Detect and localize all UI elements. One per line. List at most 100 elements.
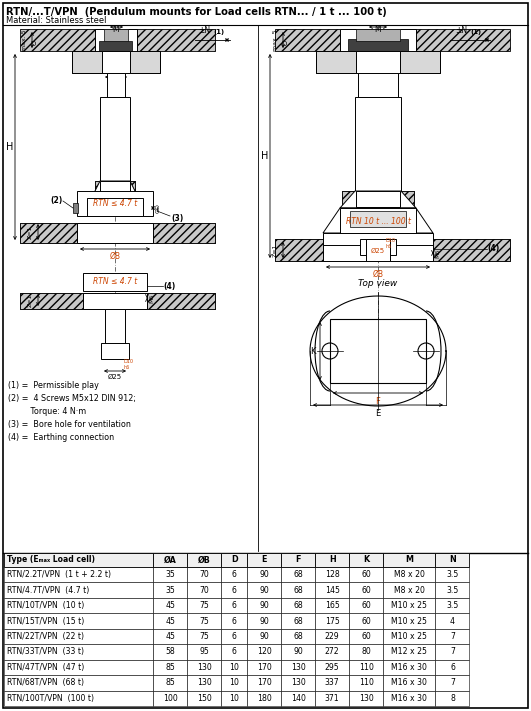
Bar [221, 660, 247, 675]
Bar [221, 629, 247, 644]
Bar [342, 191, 356, 207]
Bar [100, 181, 130, 195]
Text: ØA: ØA [372, 78, 383, 87]
Text: RTN/...T/VPN  (Pendulum mounts for Load cells RTN... / 1 t ... 100 t): RTN/...T/VPN (Pendulum mounts for Load c… [6, 7, 387, 17]
Bar [435, 582, 469, 598]
Bar [153, 553, 187, 567]
Bar [221, 675, 247, 690]
Text: 75: 75 [199, 601, 209, 610]
Bar [316, 51, 440, 73]
Text: N: N [449, 555, 456, 565]
Bar [281, 690, 315, 706]
Text: 6: 6 [232, 616, 236, 626]
Text: Z=1: Z=1 [28, 225, 33, 239]
Bar [187, 660, 221, 675]
Text: ØA: ØA [164, 555, 176, 565]
Bar [105, 309, 125, 343]
Bar [153, 660, 187, 675]
Text: K: K [363, 555, 369, 565]
Text: E: E [375, 409, 381, 418]
Bar [383, 598, 435, 614]
Text: 110: 110 [359, 663, 374, 672]
Bar [187, 690, 221, 706]
Text: 3.5: 3.5 [447, 601, 459, 610]
Text: 68: 68 [293, 601, 303, 610]
Bar [4, 660, 153, 675]
Bar [281, 614, 315, 629]
Text: ±N: ±N [198, 26, 210, 35]
Text: 175: 175 [325, 616, 339, 626]
Text: 170: 170 [257, 663, 271, 672]
Bar [153, 567, 187, 582]
Bar [383, 675, 435, 690]
Text: Torque: 4 N·m: Torque: 4 N·m [8, 407, 86, 416]
Text: 85: 85 [165, 678, 175, 688]
Bar [349, 614, 383, 629]
Text: 8: 8 [450, 694, 455, 702]
Bar [107, 73, 125, 97]
Bar [315, 567, 349, 582]
Bar [315, 629, 349, 644]
Text: 90: 90 [293, 648, 303, 656]
Bar [153, 582, 187, 598]
Bar [20, 293, 83, 309]
Bar [95, 29, 137, 55]
Bar [4, 567, 153, 582]
Bar [435, 567, 469, 582]
Bar [383, 567, 435, 582]
Text: RTN/15T/VPN  (15 t): RTN/15T/VPN (15 t) [7, 616, 84, 626]
Text: M10 x 25: M10 x 25 [391, 616, 427, 626]
Bar [350, 211, 406, 227]
Bar [247, 614, 281, 629]
Bar [315, 660, 349, 675]
Text: 68: 68 [293, 570, 303, 579]
Bar [187, 644, 221, 660]
Text: 45: 45 [165, 632, 175, 641]
Text: 70: 70 [199, 586, 209, 594]
Text: 272: 272 [325, 648, 339, 656]
Bar [315, 644, 349, 660]
Bar [349, 582, 383, 598]
Bar [383, 582, 435, 598]
Text: 7: 7 [450, 678, 455, 688]
Bar [77, 223, 153, 243]
Bar [221, 644, 247, 660]
Bar [101, 343, 129, 359]
Text: D10
h6: D10 h6 [386, 238, 396, 249]
Text: 75: 75 [199, 616, 209, 626]
Text: 4: 4 [450, 616, 455, 626]
Bar [221, 582, 247, 598]
Bar [435, 598, 469, 614]
Bar [281, 675, 315, 690]
Text: 90: 90 [259, 616, 269, 626]
Bar [349, 660, 383, 675]
Text: RTN/100T/VPN  (100 t): RTN/100T/VPN (100 t) [7, 694, 94, 702]
Text: Ø25: Ø25 [371, 248, 385, 254]
Text: RTN 10 t ... 100 t: RTN 10 t ... 100 t [346, 217, 410, 225]
Text: E: E [261, 555, 267, 565]
Text: (1): (1) [213, 29, 224, 35]
Bar [20, 223, 215, 243]
Text: 120: 120 [257, 648, 271, 656]
Text: RTN ≤ 4.7 t: RTN ≤ 4.7 t [93, 277, 137, 287]
Bar [20, 223, 77, 243]
Text: 6: 6 [232, 570, 236, 579]
Text: (2) =  4 Screws M5x12 DIN 912;: (2) = 4 Screws M5x12 DIN 912; [8, 394, 136, 403]
Text: M: M [113, 25, 119, 34]
Bar [102, 51, 130, 73]
Bar [247, 567, 281, 582]
Bar [281, 582, 315, 598]
Bar [315, 553, 349, 567]
Bar [358, 73, 398, 97]
Bar [4, 598, 153, 614]
Bar [349, 644, 383, 660]
Text: RTN ≤ 4.7 t: RTN ≤ 4.7 t [93, 200, 137, 208]
Text: 130: 130 [291, 678, 305, 688]
Text: 45: 45 [165, 616, 175, 626]
Bar [349, 690, 383, 706]
Text: M6: M6 [435, 248, 440, 257]
Text: 10: 10 [229, 663, 239, 672]
Text: 10: 10 [229, 694, 239, 702]
Bar [356, 51, 400, 73]
Bar [104, 29, 128, 41]
